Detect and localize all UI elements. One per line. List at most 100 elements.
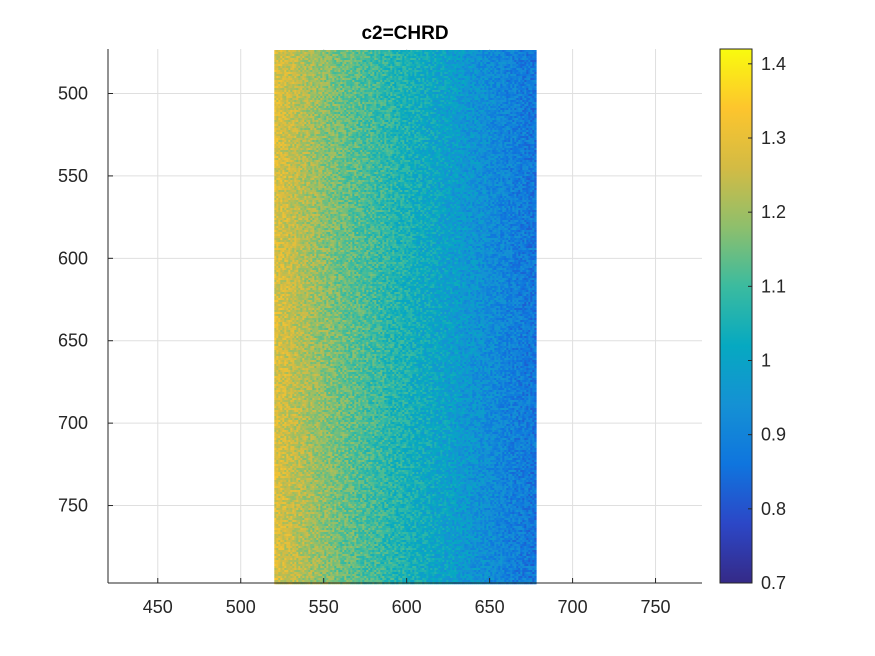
heatmap-cell bbox=[520, 54, 522, 56]
heatmap-cell bbox=[404, 62, 406, 64]
heatmap-cell bbox=[330, 82, 332, 84]
heatmap-cell bbox=[360, 64, 362, 66]
heatmap-cell bbox=[530, 78, 532, 80]
heatmap-cell bbox=[508, 68, 510, 70]
heatmap-cell bbox=[366, 116, 368, 118]
heatmap-cell bbox=[398, 102, 400, 104]
heatmap-cell bbox=[446, 90, 448, 92]
heatmap-cell bbox=[368, 52, 370, 54]
heatmap-cell bbox=[460, 100, 462, 102]
heatmap-cell bbox=[280, 58, 282, 60]
heatmap-cell bbox=[388, 60, 390, 62]
heatmap-cell bbox=[274, 96, 276, 98]
heatmap-cell bbox=[470, 64, 472, 66]
heatmap-cell bbox=[334, 124, 336, 126]
heatmap-cell bbox=[448, 66, 450, 68]
heatmap-cell bbox=[424, 72, 426, 74]
heatmap-cell bbox=[276, 124, 278, 126]
heatmap-cell bbox=[330, 118, 332, 120]
heatmap-cell bbox=[474, 116, 476, 118]
heatmap-cell bbox=[346, 120, 348, 122]
heatmap-cell bbox=[292, 82, 294, 84]
heatmap-cell bbox=[372, 74, 374, 76]
heatmap-cell bbox=[502, 96, 504, 98]
heatmap-cell bbox=[476, 96, 478, 98]
heatmap-cell bbox=[296, 60, 298, 62]
heatmap-cell bbox=[388, 66, 390, 68]
heatmap-cell bbox=[462, 78, 464, 80]
heatmap-cell bbox=[286, 68, 288, 70]
heatmap-cell bbox=[350, 122, 352, 124]
heatmap-cell bbox=[380, 84, 382, 86]
heatmap-cell bbox=[406, 70, 408, 72]
heatmap-cell bbox=[398, 104, 400, 106]
heatmap-cell bbox=[414, 70, 416, 72]
heatmap-cell bbox=[336, 98, 338, 100]
heatmap-cell bbox=[378, 100, 380, 102]
heatmap-cell bbox=[332, 110, 334, 112]
heatmap-cell bbox=[418, 114, 420, 116]
heatmap-cell bbox=[522, 90, 524, 92]
heatmap-cell bbox=[362, 86, 364, 88]
heatmap-cell bbox=[350, 82, 352, 84]
heatmap-cell bbox=[412, 106, 414, 108]
heatmap-cell bbox=[338, 88, 340, 90]
heatmap-cell bbox=[380, 74, 382, 76]
heatmap-cell bbox=[418, 88, 420, 90]
heatmap-cell bbox=[346, 62, 348, 64]
heatmap-cell bbox=[468, 96, 470, 98]
heatmap-cell bbox=[502, 66, 504, 68]
heatmap-cell bbox=[288, 80, 290, 82]
heatmap-cell bbox=[444, 86, 446, 88]
heatmap-cell bbox=[310, 112, 312, 114]
heatmap-cell bbox=[504, 108, 506, 110]
heatmap-cell bbox=[314, 100, 316, 102]
heatmap-cell bbox=[480, 60, 482, 62]
heatmap-cell bbox=[290, 52, 292, 54]
heatmap-cell bbox=[274, 118, 276, 120]
heatmap-cell bbox=[490, 108, 492, 110]
heatmap-cell bbox=[446, 78, 448, 80]
heatmap-cell bbox=[468, 122, 470, 124]
heatmap-cell bbox=[322, 74, 324, 76]
heatmap-cell bbox=[464, 74, 466, 76]
heatmap-cell bbox=[490, 112, 492, 114]
heatmap-cell bbox=[410, 96, 412, 98]
heatmap-cell bbox=[476, 120, 478, 122]
heatmap-cell bbox=[424, 70, 426, 72]
heatmap-cell bbox=[424, 58, 426, 60]
heatmap-cell bbox=[306, 86, 308, 88]
heatmap-cell bbox=[498, 96, 500, 98]
heatmap-cell bbox=[338, 70, 340, 72]
heatmap-cell bbox=[428, 112, 430, 114]
heatmap-cell bbox=[498, 76, 500, 78]
heatmap-cell bbox=[466, 108, 468, 110]
heatmap-cell bbox=[430, 74, 432, 76]
heatmap-cell bbox=[426, 114, 428, 116]
heatmap-cell bbox=[314, 58, 316, 60]
heatmap-cell bbox=[424, 76, 426, 78]
heatmap-cell bbox=[382, 54, 384, 56]
heatmap-cell bbox=[506, 68, 508, 70]
heatmap-cell bbox=[288, 98, 290, 100]
heatmap-cell bbox=[284, 88, 286, 90]
heatmap-cell bbox=[498, 104, 500, 106]
heatmap-cell bbox=[422, 62, 424, 64]
heatmap-cell bbox=[296, 100, 298, 102]
heatmap-cell bbox=[396, 68, 398, 70]
heatmap-cell bbox=[438, 106, 440, 108]
heatmap-cell bbox=[494, 76, 496, 78]
heatmap-cell bbox=[530, 66, 532, 68]
heatmap-cell bbox=[492, 116, 494, 118]
heatmap-cell bbox=[446, 68, 448, 70]
heatmap-cell bbox=[512, 122, 514, 124]
heatmap-cell bbox=[508, 100, 510, 102]
heatmap-cell bbox=[472, 78, 474, 80]
heatmap-cell bbox=[474, 72, 476, 74]
heatmap-cell bbox=[318, 122, 320, 124]
heatmap-cell bbox=[296, 98, 298, 100]
heatmap-cell bbox=[358, 108, 360, 110]
heatmap-cell bbox=[462, 64, 464, 66]
heatmap-cell bbox=[354, 90, 356, 92]
heatmap-cell bbox=[530, 116, 532, 118]
